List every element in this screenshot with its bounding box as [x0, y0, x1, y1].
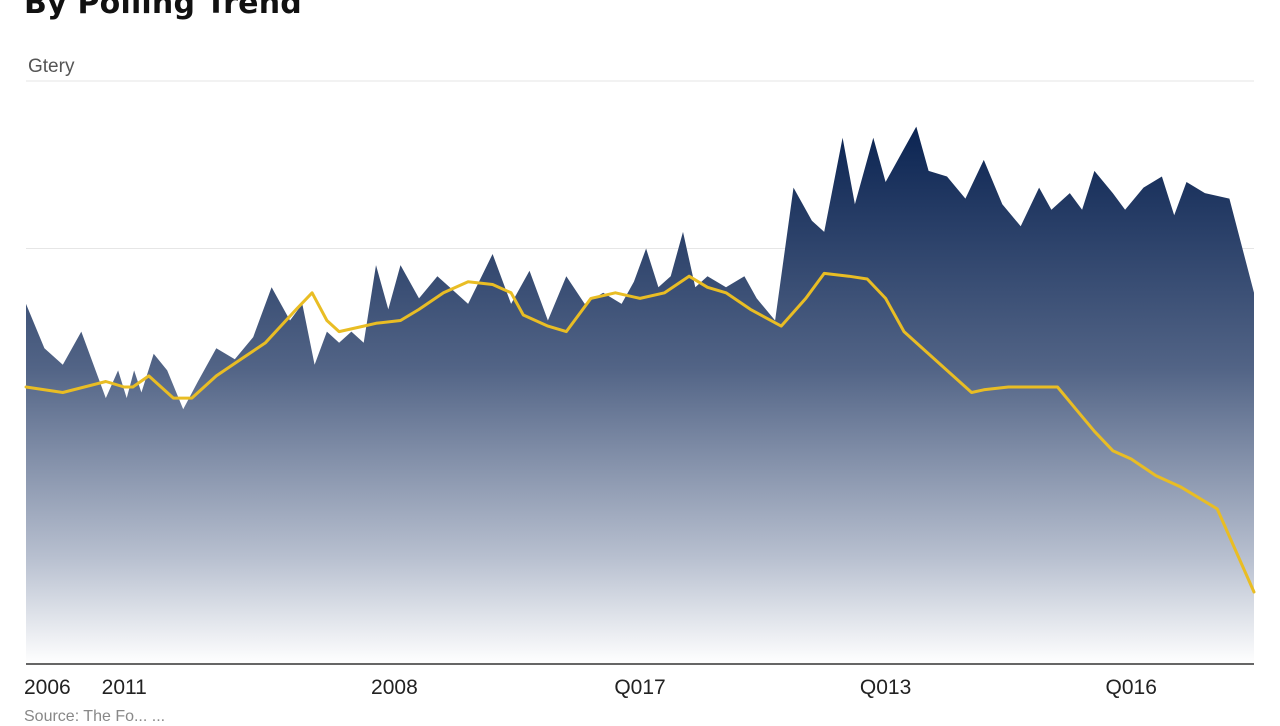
x-tick-label-2: 2008: [371, 676, 418, 699]
x-tick-label-0: 2006: [24, 676, 71, 699]
chart-title: By Polling Trend: [24, 0, 302, 21]
x-tick-label-5: Q016: [1106, 676, 1157, 699]
area-series-0: [26, 126, 1254, 665]
line-series-1: [24, 271, 1256, 594]
x-tick-label-1: 2011: [102, 676, 147, 699]
chart-source: Source: The Fo... ...: [24, 708, 166, 725]
x-tick-label-4: Q013: [860, 676, 911, 699]
y-axis-label: Gtery: [28, 56, 75, 77]
x-tick-label-3: Q017: [614, 676, 665, 699]
